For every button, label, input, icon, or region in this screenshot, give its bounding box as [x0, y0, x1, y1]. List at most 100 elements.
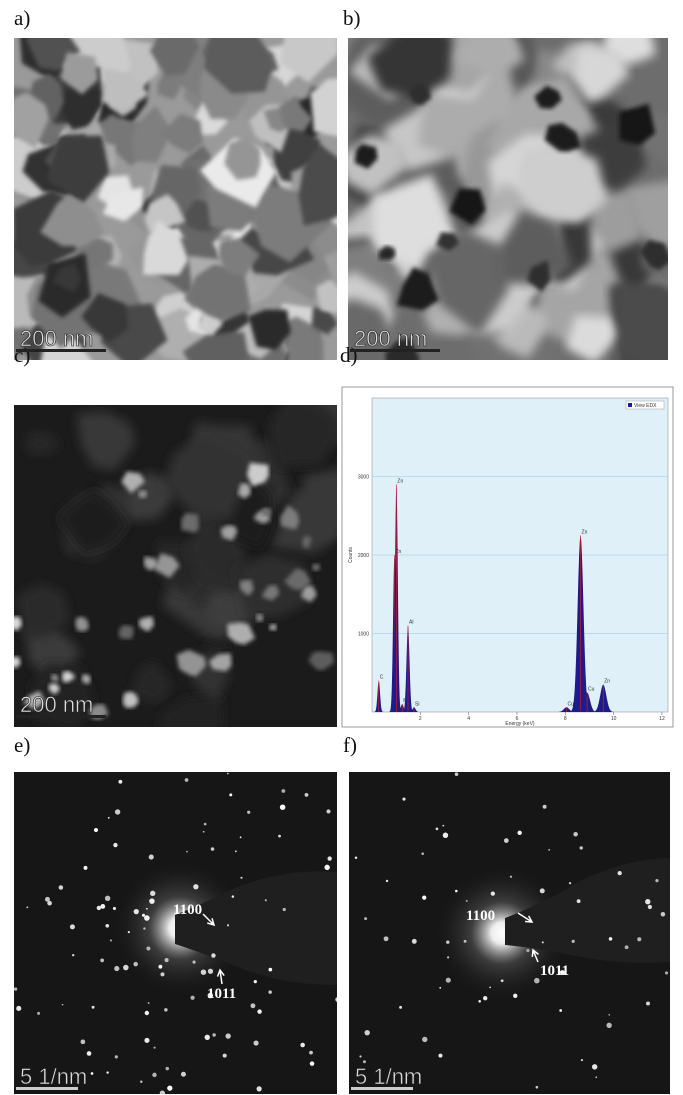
diffraction-spot — [193, 884, 198, 889]
diffraction-spot — [110, 939, 112, 941]
diffraction-spot — [62, 1004, 64, 1006]
diffraction-spot — [114, 966, 119, 971]
diffraction-spot — [269, 968, 273, 972]
y-tick-label: 3000 — [358, 475, 369, 481]
spot-label: 1011 — [540, 963, 569, 979]
peak-label: Al — [409, 620, 413, 626]
diffraction-spot — [81, 1040, 86, 1045]
scale-bar — [350, 349, 440, 352]
diffraction-spot — [211, 953, 215, 957]
diffraction-spot — [240, 836, 242, 838]
diffraction-spot — [140, 1080, 142, 1082]
diffraction-spot — [580, 846, 583, 849]
diffraction-spot — [265, 899, 267, 901]
diffraction-spot — [577, 899, 581, 903]
scale-bar-label: 200 nm — [354, 326, 427, 351]
diffraction-spot — [181, 1072, 186, 1077]
diffraction-spot — [268, 769, 270, 771]
diffraction-spot — [455, 890, 458, 893]
diffraction-spot — [113, 843, 117, 847]
panel-label: f) — [343, 733, 357, 757]
diffraction-spot — [59, 885, 64, 890]
diffraction-spot — [543, 805, 547, 809]
diffraction-spot — [105, 896, 110, 901]
diffraction-spot — [422, 1037, 427, 1042]
diffraction-spot — [363, 1060, 366, 1063]
diffraction-spot — [123, 965, 129, 971]
diffraction-spot — [281, 789, 285, 793]
diffraction-spot — [247, 811, 250, 814]
diffraction-spot — [240, 877, 242, 879]
diffraction-spot — [327, 856, 331, 860]
scale-bar-label: 5 1/nm — [20, 1064, 87, 1089]
diffraction-spot — [540, 888, 545, 893]
diffraction-spot — [592, 1064, 597, 1069]
diffraction-spot — [146, 908, 148, 910]
diffraction-spot — [648, 905, 652, 909]
diffraction-spot — [146, 946, 150, 950]
diffraction-spot — [118, 780, 122, 784]
diffraction-spot — [152, 1073, 156, 1077]
diffraction-spot — [212, 1033, 215, 1036]
diffraction-spot — [341, 858, 344, 861]
diffraction-spot — [160, 972, 164, 976]
diffraction-spot — [87, 1051, 92, 1056]
diffraction-spot — [661, 912, 665, 916]
diffraction-spot — [501, 979, 504, 982]
diffraction-spot — [280, 804, 286, 810]
diffraction-spot — [618, 871, 622, 875]
scale-bar-label: 5 1/nm — [355, 1064, 422, 1089]
panel-label: a) — [14, 6, 30, 30]
diffraction-spot — [225, 1033, 230, 1038]
diffraction-spot — [364, 1030, 369, 1035]
y-tick-label: 2000 — [358, 553, 369, 559]
y-tick-label: 1000 — [358, 632, 369, 638]
diffraction-spot — [581, 1059, 583, 1061]
diffraction-spot — [442, 825, 444, 827]
diffraction-spot — [655, 879, 658, 882]
diffraction-spot — [100, 904, 105, 909]
diffraction-spot — [399, 1006, 402, 1009]
diffraction-spot — [309, 1051, 313, 1055]
diffraction-spot — [446, 940, 449, 943]
diffraction-spot — [268, 990, 272, 994]
peak-label: Cu — [588, 686, 595, 692]
peak-label: C — [380, 675, 384, 681]
scale-bar — [16, 715, 106, 718]
diffraction-spot — [105, 924, 109, 928]
diffraction-spot — [548, 849, 550, 851]
diffraction-spot — [438, 1054, 442, 1058]
diffraction-spot — [227, 773, 229, 775]
diffraction-spot — [97, 906, 101, 910]
panel-label: e) — [14, 733, 30, 757]
diffraction-spot — [257, 1009, 261, 1013]
diffraction-spot — [384, 936, 389, 941]
diffraction-spot — [355, 856, 358, 859]
diffraction-spot — [609, 937, 613, 941]
diffraction-spot — [229, 793, 232, 796]
peak-label: Zn — [604, 679, 610, 685]
diffraction-spot — [455, 772, 459, 776]
diffraction-spot — [436, 828, 439, 831]
diffraction-spot — [253, 1041, 258, 1046]
diffraction-spot — [305, 793, 309, 797]
diffraction-spot — [232, 895, 234, 897]
x-axis-label: Energy (keV) — [505, 721, 535, 727]
diffraction-spot — [208, 969, 213, 974]
diffraction-spot — [637, 937, 641, 941]
diffraction-spot — [324, 865, 329, 870]
diffraction-spot — [595, 1076, 597, 1078]
diffraction-spot — [483, 996, 487, 1000]
diffraction-spot — [510, 876, 512, 878]
diffraction-spot — [526, 949, 529, 952]
diffraction-spot — [211, 847, 215, 851]
diffraction-spot — [115, 809, 120, 814]
x-tick-label: 8 — [564, 716, 567, 722]
diffraction-spot — [133, 962, 138, 967]
diffraction-spot — [513, 994, 517, 998]
diffraction-spot — [665, 971, 668, 974]
diffraction-spot — [572, 940, 575, 943]
spot-label: 1011 — [207, 986, 236, 1002]
diffraction-spot — [402, 798, 405, 801]
diffraction-spot — [223, 1054, 227, 1058]
